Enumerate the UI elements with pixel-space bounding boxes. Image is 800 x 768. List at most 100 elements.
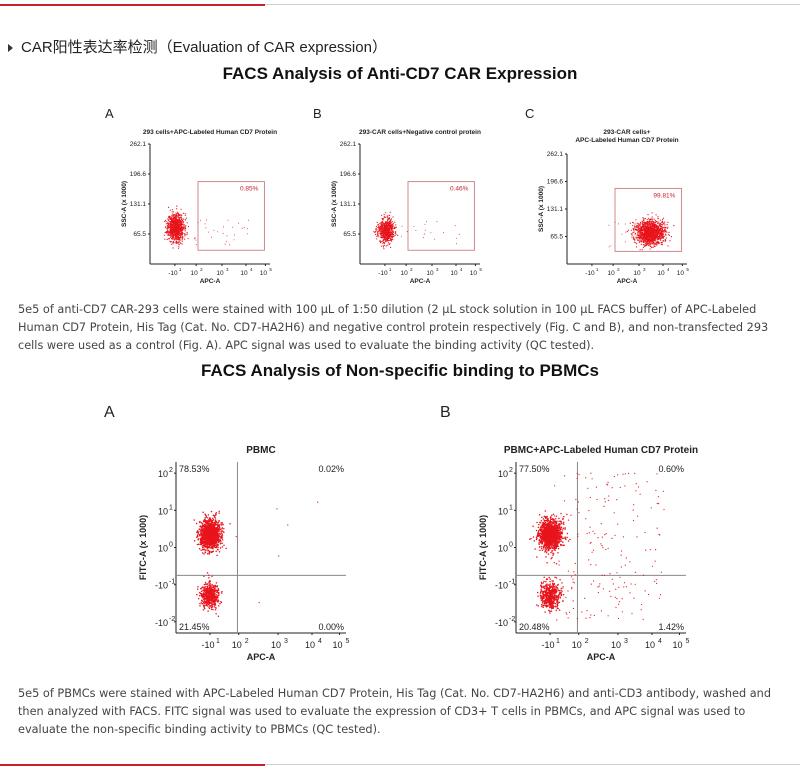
event-dot <box>643 223 645 225</box>
event-dot <box>632 232 634 234</box>
event-dot <box>394 221 396 223</box>
event-dot <box>167 230 170 232</box>
event-dot <box>177 215 179 217</box>
event-dot <box>639 223 641 225</box>
event-dot <box>164 231 166 233</box>
event-dot <box>376 238 378 240</box>
event-dot <box>375 227 377 229</box>
event-dot <box>389 214 391 216</box>
event-dot <box>389 224 391 226</box>
event-dot <box>208 526 210 529</box>
event-dot <box>651 229 653 232</box>
event-dot <box>238 222 239 224</box>
panel-letter-b: B <box>313 106 322 121</box>
x-axis-label: APC-A <box>617 278 638 285</box>
event-dot <box>394 234 396 237</box>
event-dot <box>386 215 388 217</box>
event-dot <box>646 242 648 244</box>
event-dot <box>389 227 391 229</box>
event-dot <box>178 229 180 231</box>
event-dot <box>172 214 175 216</box>
event-dot <box>383 248 385 250</box>
event-dot <box>178 242 180 244</box>
event-dot <box>654 219 656 222</box>
event-dot <box>211 519 213 522</box>
event-dot <box>662 227 664 229</box>
event-dot <box>214 517 217 519</box>
event-dot <box>401 236 402 238</box>
event-dot <box>653 225 655 227</box>
event-dot <box>644 227 646 229</box>
event-dot <box>665 231 667 233</box>
event-dot <box>207 524 209 527</box>
event-dot <box>659 232 661 234</box>
event-dot <box>204 598 207 600</box>
event-dot <box>179 232 181 234</box>
event-dot <box>181 214 183 216</box>
event-dot <box>652 236 654 238</box>
event-dot <box>667 221 669 223</box>
figure1-title: FACS Analysis of Anti-CD7 CAR Expression <box>222 64 578 83</box>
event-dot <box>657 230 659 232</box>
y-tick-label: 131.1 <box>547 206 564 213</box>
event-dot <box>176 235 178 237</box>
event-dot <box>635 236 637 238</box>
event-dot <box>643 219 645 221</box>
event-dot <box>206 541 209 543</box>
event-dot <box>386 240 389 242</box>
event-dot <box>662 219 664 221</box>
event-dot <box>397 234 399 236</box>
event-dot <box>241 227 243 229</box>
event-dot <box>183 225 185 227</box>
event-dot <box>630 233 632 235</box>
event-dot <box>169 236 171 238</box>
event-dot <box>213 516 216 518</box>
event-dot <box>662 233 664 235</box>
event-dot <box>202 586 204 588</box>
event-dot <box>215 512 218 514</box>
plot-title-line: APC-Labeled Human CD7 Protein <box>575 137 678 144</box>
event-dot <box>206 588 208 591</box>
event-dot <box>213 532 216 535</box>
event-dot <box>378 230 380 232</box>
y-tick-label: 196.6 <box>130 171 147 178</box>
event-dot <box>181 220 183 223</box>
event-dot <box>169 229 171 231</box>
event-dot <box>635 219 637 221</box>
event-dot <box>653 221 656 223</box>
event-dot <box>389 232 391 234</box>
event-dot <box>181 239 183 241</box>
event-dot <box>639 222 641 224</box>
event-dot <box>382 236 384 238</box>
event-dot <box>199 525 202 527</box>
event-dot <box>208 529 211 532</box>
event-dot <box>179 223 181 225</box>
event-dot <box>639 241 641 243</box>
event-dot <box>653 223 655 225</box>
event-dot <box>176 208 178 210</box>
event-dot <box>662 223 664 225</box>
event-dot <box>215 541 218 544</box>
event-dot <box>211 551 214 553</box>
event-dot <box>641 223 643 225</box>
event-dot <box>655 224 657 226</box>
event-dot <box>387 236 389 238</box>
event-dot <box>200 601 203 603</box>
event-dot <box>213 528 216 530</box>
event-dot <box>183 224 185 226</box>
event-dot <box>648 244 650 247</box>
x-tick-label: 10 <box>572 640 582 650</box>
event-dot <box>247 233 249 235</box>
event-dot <box>456 243 457 245</box>
event-dot <box>436 221 438 223</box>
event-dot <box>633 237 635 239</box>
gate-percentage: 0.46% <box>450 186 469 193</box>
y-tick-label: 10 <box>158 469 168 479</box>
event-dot <box>378 225 380 227</box>
event-dot <box>200 587 202 590</box>
event-dot <box>215 596 217 599</box>
event-dot <box>202 533 205 535</box>
event-dot <box>214 607 217 609</box>
event-dot <box>653 232 655 234</box>
event-dot <box>219 528 222 531</box>
